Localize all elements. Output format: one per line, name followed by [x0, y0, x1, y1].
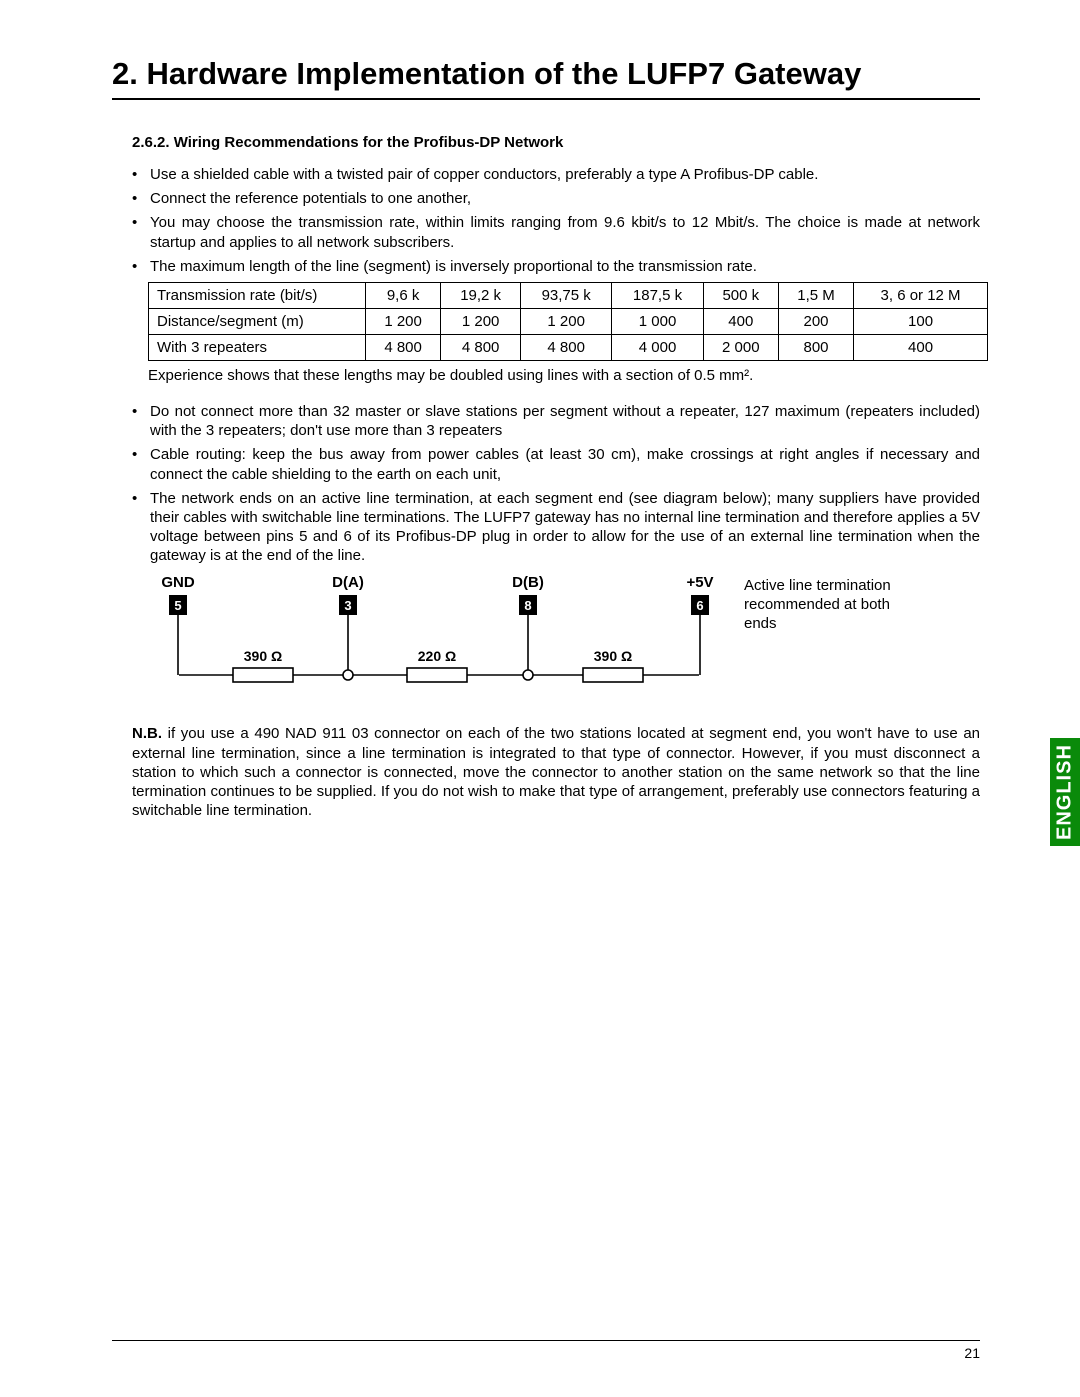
table-cell: 93,75 k: [521, 282, 612, 308]
table-cell: 1,5 M: [778, 282, 853, 308]
table-cell: 4 800: [521, 334, 612, 360]
table-cell: 800: [778, 334, 853, 360]
nb-label: N.B.: [132, 725, 162, 742]
bullet-item: Use a shielded cable with a twisted pair…: [132, 165, 980, 184]
svg-text:+5V: +5V: [686, 575, 713, 591]
table-cell: 4 000: [612, 334, 703, 360]
table-row: With 3 repeaters 4 800 4 800 4 800 4 000…: [149, 334, 988, 360]
svg-text:6: 6: [696, 598, 703, 613]
table-cell: 4 800: [366, 334, 441, 360]
bullet-item: Cable routing: keep the bus away from po…: [132, 445, 980, 483]
bullet-item: The network ends on an active line termi…: [132, 489, 980, 566]
table-cell: 3, 6 or 12 M: [854, 282, 988, 308]
footer-rule: [112, 1340, 980, 1341]
svg-text:220 Ω: 220 Ω: [418, 648, 456, 664]
rate-table: Transmission rate (bit/s) 9,6 k 19,2 k 9…: [148, 282, 988, 361]
svg-text:5: 5: [174, 598, 181, 613]
table-row: Distance/segment (m) 1 200 1 200 1 200 1…: [149, 308, 988, 334]
table-row: Transmission rate (bit/s) 9,6 k 19,2 k 9…: [149, 282, 988, 308]
table-cell: 1 200: [441, 308, 521, 334]
table-cell: 1 200: [521, 308, 612, 334]
experience-note: Experience shows that these lengths may …: [148, 367, 980, 384]
table-cell: 19,2 k: [441, 282, 521, 308]
bullet-list-mid: Do not connect more than 32 master or sl…: [132, 402, 980, 566]
table-cell: 100: [854, 308, 988, 334]
table-cell: Distance/segment (m): [149, 308, 366, 334]
bullet-item: The maximum length of the line (segment)…: [132, 257, 980, 276]
bullet-item: Do not connect more than 32 master or sl…: [132, 402, 980, 440]
svg-text:390 Ω: 390 Ω: [244, 648, 282, 664]
table-cell: 500 k: [703, 282, 778, 308]
table-cell: 4 800: [441, 334, 521, 360]
termination-diagram: GND 5 D(A) 3 D(B) 8 +5V 6 390 Ω 220 Ω 390 Ω Active…: [134, 575, 974, 700]
table-cell: 400: [703, 308, 778, 334]
title-rule: [112, 98, 980, 100]
svg-text:8: 8: [524, 598, 531, 613]
nb-text: if you use a 490 NAD 911 03 connector on…: [132, 725, 980, 819]
table-cell: 9,6 k: [366, 282, 441, 308]
page-title: 2. Hardware Implementation of the LUFP7 …: [112, 56, 980, 92]
page-number: 21: [964, 1345, 980, 1361]
svg-text:3: 3: [344, 598, 351, 613]
section-heading: 2.6.2. Wiring Recommendations for the Pr…: [132, 134, 980, 151]
svg-text:D(B): D(B): [512, 575, 544, 591]
table-cell: 2 000: [703, 334, 778, 360]
table-cell: 1 200: [366, 308, 441, 334]
svg-text:GND: GND: [161, 575, 195, 591]
nb-paragraph: N.B. if you use a 490 NAD 911 03 connect…: [132, 724, 980, 820]
table-cell: Transmission rate (bit/s): [149, 282, 366, 308]
svg-text:D(A): D(A): [332, 575, 364, 591]
diagram-caption: Active line termination recommended at b…: [744, 577, 914, 633]
language-tab: ENGLISH: [1050, 738, 1080, 846]
table-cell: 200: [778, 308, 853, 334]
table-cell: 1 000: [612, 308, 703, 334]
bullet-item: You may choose the transmission rate, wi…: [132, 213, 980, 251]
table-cell: With 3 repeaters: [149, 334, 366, 360]
svg-text:390 Ω: 390 Ω: [594, 648, 632, 664]
bullet-item: Connect the reference potentials to one …: [132, 189, 980, 208]
table-cell: 400: [854, 334, 988, 360]
bullet-list-top: Use a shielded cable with a twisted pair…: [132, 165, 980, 276]
table-cell: 187,5 k: [612, 282, 703, 308]
